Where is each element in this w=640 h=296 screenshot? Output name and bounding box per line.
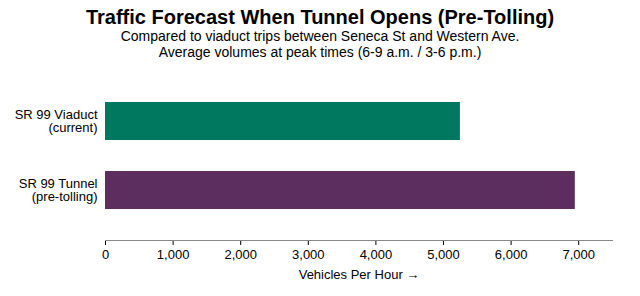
svg-text:Vehicles Per Hour →: Vehicles Per Hour → — [299, 267, 420, 282]
html-text:Compared to viaduct trips betw: Compared to viaduct trips between Seneca… — [120, 28, 520, 44]
svg-text:4,000: 4,000 — [360, 247, 393, 262]
html-text:Traffic Forecast When Tunnel O: Traffic Forecast When Tunnel Opens (Pre-… — [85, 6, 555, 28]
svg-text:7,000: 7,000 — [562, 247, 595, 262]
svg-text:5,000: 5,000 — [427, 247, 460, 262]
svg-text:SR 99 Viaduct(current): SR 99 Viaduct(current) — [15, 107, 98, 135]
svg-text:6,000: 6,000 — [495, 247, 528, 262]
svg-text:2,000: 2,000 — [224, 247, 257, 262]
svg-text:3,000: 3,000 — [292, 247, 325, 262]
svg-text:0: 0 — [102, 247, 109, 262]
html-text:Average volumes at peak times: Average volumes at peak times (6-9 a.m. … — [158, 44, 482, 60]
svg-text:SR 99 Tunnel(pre-tolling): SR 99 Tunnel(pre-tolling) — [19, 176, 98, 204]
svg-text:1,000: 1,000 — [157, 247, 190, 262]
